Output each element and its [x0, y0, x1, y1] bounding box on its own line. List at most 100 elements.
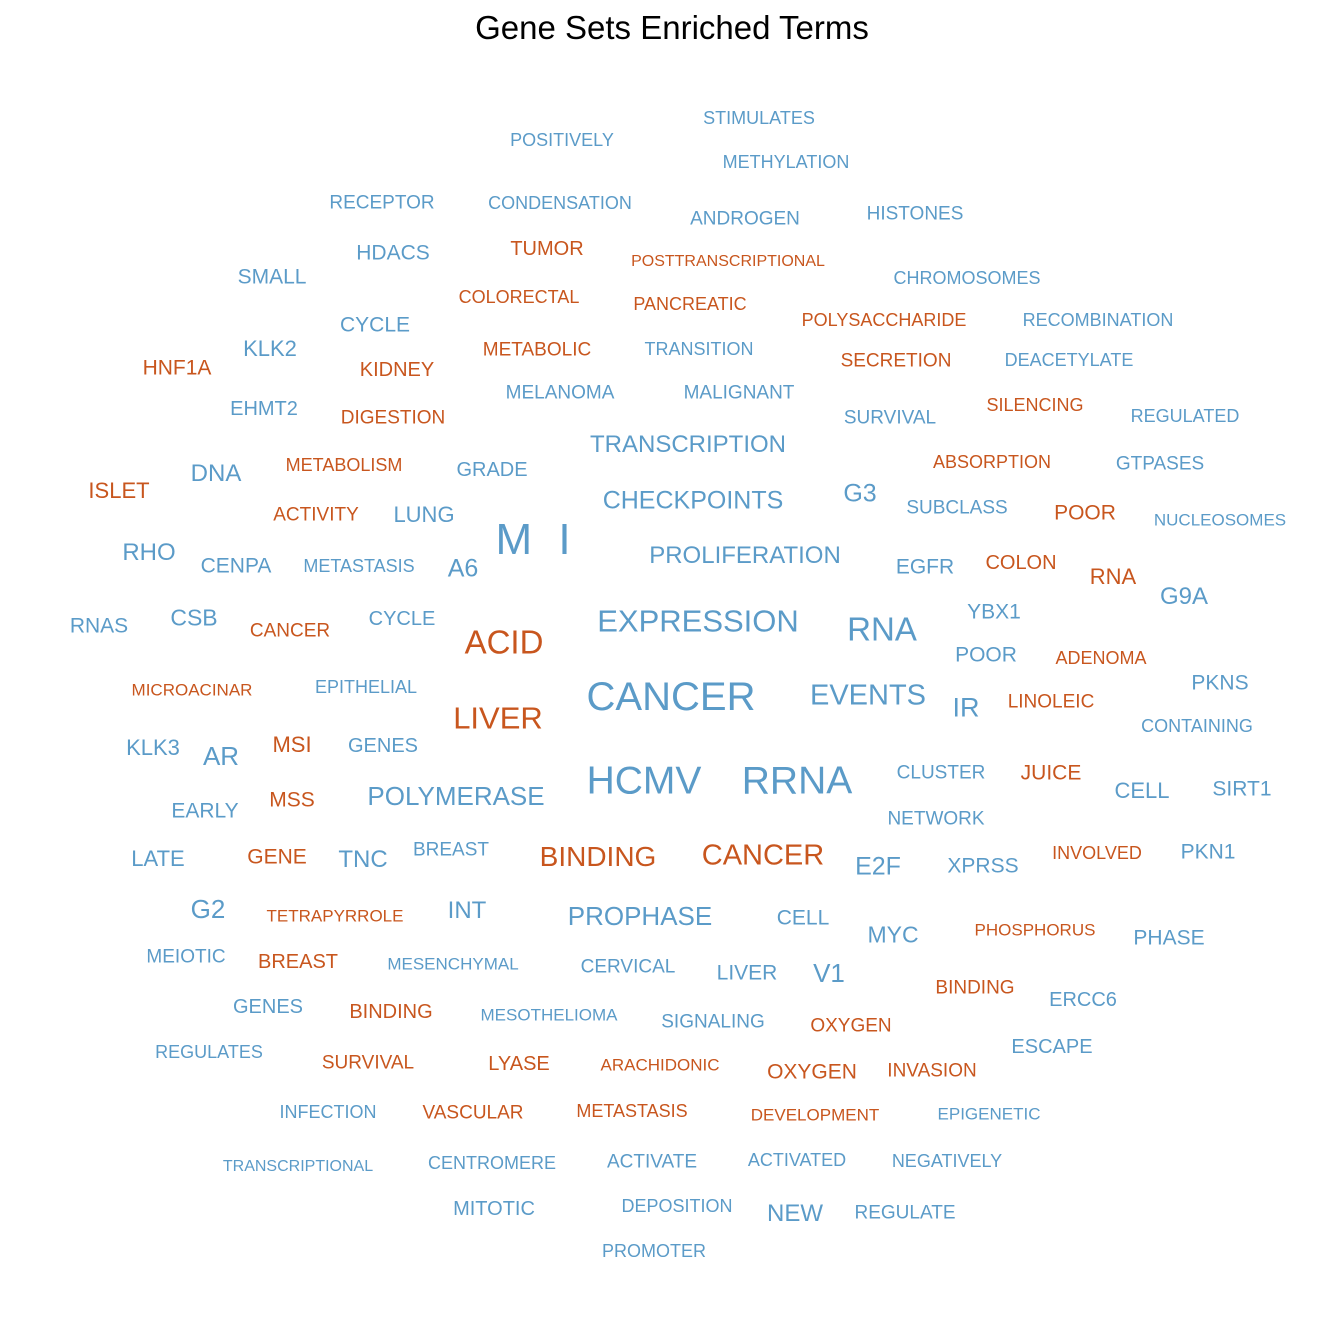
word-expression: EXPRESSION — [597, 603, 799, 639]
word-posttranscriptional: POSTTRANSCRIPTIONAL — [631, 253, 825, 270]
word-polymerase: POLYMERASE — [367, 781, 545, 811]
word-lung: LUNG — [393, 502, 455, 527]
word-phase: PHASE — [1133, 926, 1205, 950]
word-dna: DNA — [190, 460, 242, 487]
word-pkns: PKNS — [1191, 671, 1249, 695]
word-absorption: ABSORPTION — [932, 452, 1052, 472]
word-csb: CSB — [170, 604, 218, 631]
word-infection: INFECTION — [279, 1102, 377, 1122]
word-checkpoints: CHECKPOINTS — [602, 486, 784, 515]
word-tumor: TUMOR — [510, 238, 584, 260]
word-proliferation: PROLIFERATION — [649, 542, 841, 569]
word-lyase: LYASE — [488, 1053, 550, 1075]
word-binding: BINDING — [349, 1001, 433, 1023]
word-cancer: CANCER — [701, 839, 825, 872]
word-metastasis: METASTASIS — [576, 1101, 688, 1121]
word-myc: MYC — [867, 921, 919, 948]
word-kidney: KIDNEY — [359, 359, 435, 381]
word-mitotic: MITOTIC — [453, 1198, 535, 1220]
word-cancer: CANCER — [586, 675, 756, 719]
word-genes: GENES — [232, 996, 304, 1018]
word-msi: MSI — [272, 732, 312, 757]
word-cluster: CLUSTER — [896, 762, 986, 784]
word-deacetylate: DEACETYLATE — [1004, 350, 1134, 370]
word-androgen: ANDROGEN — [690, 208, 800, 230]
word-egfr: EGFR — [895, 555, 955, 579]
word-new: NEW — [767, 1200, 823, 1227]
word-hcmv: HCMV — [586, 759, 702, 803]
word-centromere: CENTROMERE — [427, 1153, 557, 1173]
word-epigenetic: EPIGENETIC — [937, 1104, 1041, 1124]
word-xprss: XPRSS — [947, 854, 1019, 878]
word-gtpases: GTPASES — [1115, 453, 1205, 475]
word-ercc6: ERCC6 — [1049, 989, 1117, 1011]
word-ybx1: YBX1 — [967, 600, 1021, 624]
word-hdacs: HDACS — [356, 241, 430, 265]
word-oxygen: OXYGEN — [767, 1060, 857, 1084]
word-escape: ESCAPE — [1011, 1036, 1093, 1058]
word-involved: INVOLVED — [1052, 843, 1142, 863]
word-cell: CELL — [1114, 778, 1170, 803]
word-transition: TRANSITION — [644, 339, 754, 359]
word-metabolic: METABOLIC — [482, 339, 592, 361]
word-rnas: RNAS — [69, 614, 129, 638]
word-pancreatic: PANCREATIC — [633, 294, 747, 314]
word-metabolism: METABOLISM — [285, 455, 403, 475]
word-cycle: CYCLE — [368, 608, 436, 630]
word-klk2: KLK2 — [243, 336, 297, 361]
word-cenpa: CENPA — [200, 554, 272, 578]
word-receptor: RECEPTOR — [329, 192, 435, 214]
word-linoleic: LINOLEIC — [1007, 691, 1095, 713]
word-subclass: SUBCLASS — [906, 497, 1008, 519]
word-gene: GENE — [247, 845, 307, 869]
word-methylation: METHYLATION — [722, 152, 850, 172]
word-juice: JUICE — [1020, 761, 1082, 785]
word-m-i: M I — [495, 515, 571, 564]
word-g3: G3 — [843, 479, 877, 508]
word-malignant: MALIGNANT — [683, 382, 795, 404]
word-digestion: DIGESTION — [340, 407, 446, 429]
word-rho: RHO — [122, 539, 176, 566]
word-e2f: E2F — [855, 852, 901, 881]
word-prophase: PROPHASE — [567, 901, 713, 931]
word-mss: MSS — [269, 788, 315, 812]
word-recombination: RECOMBINATION — [1022, 310, 1174, 330]
word-events: EVENTS — [809, 679, 927, 712]
word-genes: GENES — [347, 735, 419, 757]
word-rna: RNA — [1089, 564, 1137, 589]
word-mesenchymal: MESENCHYMAL — [387, 954, 519, 974]
word-histones: HISTONES — [866, 203, 964, 225]
word-acid: ACID — [464, 623, 544, 661]
word-activate: ACTIVATE — [606, 1151, 698, 1173]
word-late: LATE — [131, 846, 185, 871]
word-ir: IR — [952, 692, 980, 723]
word-tnc: TNC — [338, 846, 388, 873]
word-secretion: SECRETION — [840, 350, 952, 372]
word-poor: POOR — [1054, 501, 1116, 525]
word-transcriptional: TRANSCRIPTIONAL — [222, 1158, 374, 1175]
word-containing: CONTAINING — [1141, 716, 1253, 736]
word-rrna: RRNA — [741, 759, 853, 803]
word-microacinar: MICROACINAR — [131, 680, 253, 700]
word-tetrapyrrole: TETRAPYRROLE — [266, 906, 404, 926]
word-g9a: G9A — [1159, 583, 1209, 610]
word-polysaccharide: POLYSACCHARIDE — [801, 310, 967, 330]
word-arachidonic: ARACHIDONIC — [600, 1055, 720, 1075]
word-activated: ACTIVATED — [747, 1150, 847, 1170]
word-oxygen: OXYGEN — [810, 1015, 892, 1037]
word-transcription: TRANSCRIPTION — [589, 431, 787, 458]
word-g2: G2 — [190, 894, 226, 924]
word-activity: ACTIVITY — [273, 504, 359, 526]
word-vascular: VASCULAR — [422, 1102, 524, 1124]
word-early: EARLY — [171, 799, 239, 823]
word-chromosomes: CHROMOSOMES — [893, 268, 1041, 288]
word-ehmt2: EHMT2 — [230, 398, 298, 420]
word-regulate: REGULATE — [854, 1202, 956, 1224]
word-breast: BREAST — [257, 951, 339, 973]
word-regulated: REGULATED — [1130, 406, 1240, 426]
word-epithelial: EPITHELIAL — [314, 677, 418, 697]
word-silencing: SILENCING — [986, 395, 1084, 415]
word-development: DEVELOPMENT — [750, 1105, 880, 1125]
word-liver: LIVER — [453, 700, 543, 736]
